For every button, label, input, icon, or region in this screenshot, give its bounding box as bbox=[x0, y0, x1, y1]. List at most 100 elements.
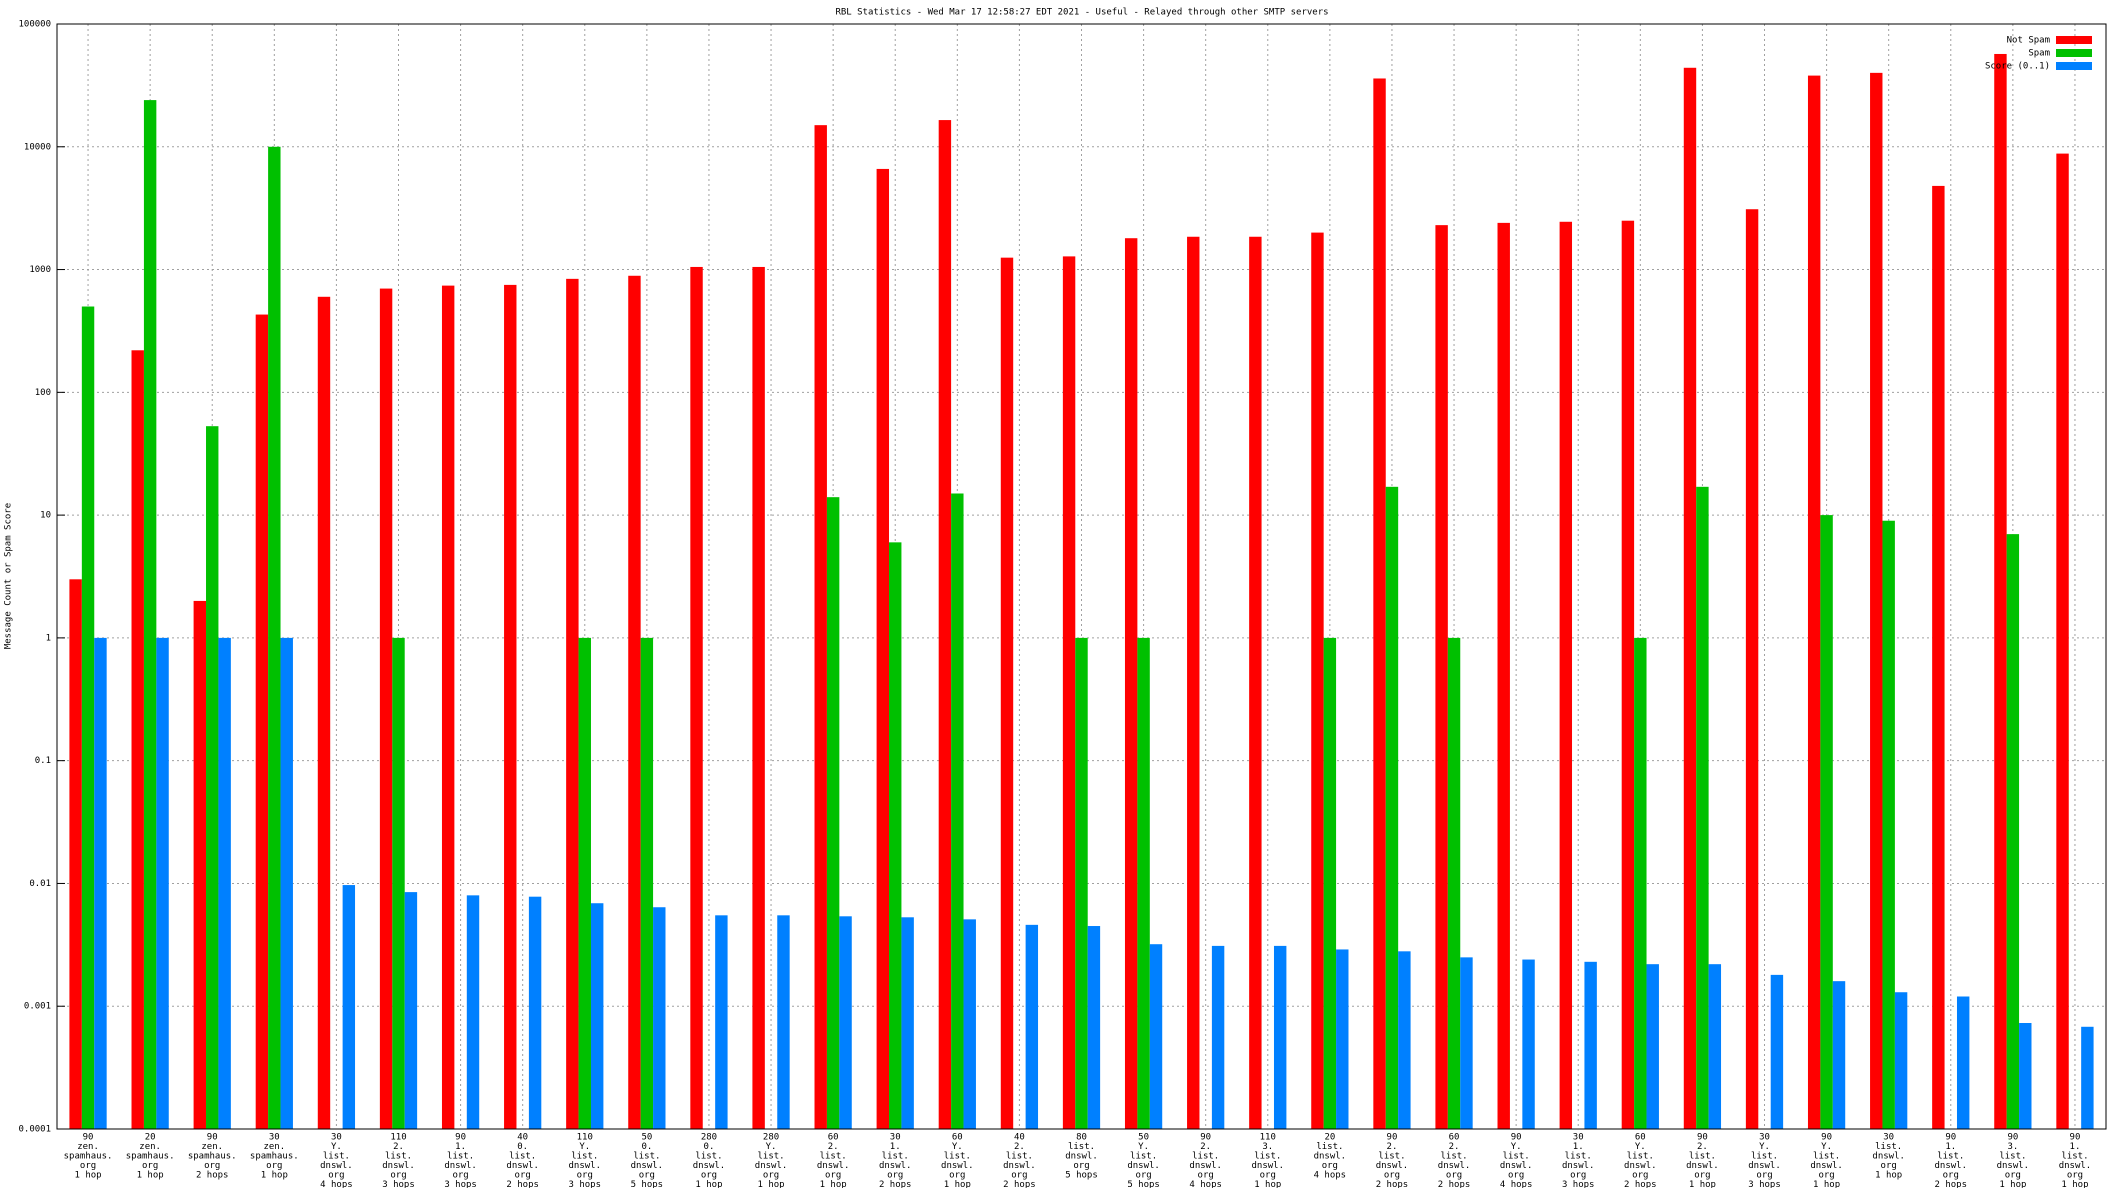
x-tick-label: 2. bbox=[1449, 1142, 1460, 1152]
x-tick-label: 2 hops bbox=[879, 1180, 912, 1188]
x-tick-label: org bbox=[390, 1171, 406, 1181]
x-tick-label: list. bbox=[1813, 1152, 1840, 1162]
bar bbox=[1187, 236, 1200, 1129]
x-tick-label: dnswl. bbox=[1376, 1161, 1409, 1171]
x-tick-label: 30 bbox=[331, 1133, 342, 1143]
x-tick-label: dnswl. bbox=[1189, 1161, 1222, 1171]
x-tick-label: Y. bbox=[766, 1142, 777, 1152]
bar bbox=[379, 288, 393, 1129]
bar bbox=[1770, 974, 1784, 1129]
x-tick-label: list. bbox=[1130, 1152, 1157, 1162]
x-tick-label: org bbox=[949, 1171, 965, 1181]
bar bbox=[1634, 637, 1647, 1129]
bar bbox=[715, 915, 728, 1129]
x-tick-label: 4 hops bbox=[320, 1180, 353, 1188]
bar bbox=[1683, 67, 1697, 1129]
y-tick-label: 1 bbox=[46, 633, 51, 643]
x-tick-label: org bbox=[1384, 1171, 1400, 1181]
bar bbox=[1373, 78, 1386, 1129]
bar bbox=[1398, 951, 1411, 1129]
bar bbox=[814, 125, 827, 1129]
x-tick-label: org bbox=[1135, 1171, 1151, 1181]
x-tick-label: list. bbox=[1751, 1152, 1778, 1162]
x-tick-label: 1 hop bbox=[695, 1180, 722, 1188]
x-tick-label: dnswl. bbox=[569, 1161, 602, 1171]
x-tick-label: 1 hop bbox=[74, 1171, 101, 1181]
x-tick-label: 0. bbox=[641, 1142, 652, 1152]
x-tick-label: org bbox=[1694, 1171, 1710, 1181]
x-tick-label: list. bbox=[1316, 1142, 1343, 1152]
x-tick-label: 1 hop bbox=[1813, 1180, 1840, 1188]
y-axis-label: Message Count or Spam Score bbox=[4, 503, 14, 649]
x-tick-label: org bbox=[266, 1161, 282, 1171]
x-tick-label: 2 hops bbox=[1438, 1180, 1471, 1188]
x-tick-label: list. bbox=[1999, 1152, 2026, 1162]
x-tick-label: 60 bbox=[828, 1133, 839, 1143]
bar bbox=[1708, 964, 1722, 1129]
x-tick-label: list. bbox=[1254, 1152, 1281, 1162]
bar bbox=[2081, 1026, 2094, 1129]
bar bbox=[1025, 924, 1039, 1129]
x-tick-label: dnswl. bbox=[1748, 1161, 1781, 1171]
y-tick-label: 0.0001 bbox=[18, 1125, 51, 1135]
bar bbox=[566, 278, 579, 1129]
bar bbox=[1249, 236, 1262, 1129]
x-tick-label: org bbox=[1073, 1161, 1089, 1171]
bar bbox=[1932, 185, 1945, 1129]
x-tick-label: 1 hop bbox=[1875, 1171, 1902, 1181]
x-tick-label: dnswl. bbox=[1624, 1161, 1657, 1171]
bar bbox=[1894, 992, 1908, 1129]
bar bbox=[1696, 486, 1709, 1129]
x-tick-label: dnswl. bbox=[1810, 1161, 1843, 1171]
x-tick-label: Y. bbox=[952, 1142, 963, 1152]
x-tick-label: Y. bbox=[1635, 1142, 1646, 1152]
x-tick-label: org bbox=[328, 1171, 344, 1181]
x-tick-label: dnswl. bbox=[1686, 1161, 1719, 1171]
x-tick-label: list. bbox=[944, 1152, 971, 1162]
x-tick-label: 1. bbox=[455, 1142, 466, 1152]
x-tick-label: spamhaus. bbox=[250, 1152, 299, 1162]
x-tick-label: Y. bbox=[1759, 1142, 1770, 1152]
bar bbox=[1000, 257, 1014, 1129]
bar bbox=[2056, 153, 2069, 1130]
bar bbox=[1435, 225, 1448, 1129]
x-tick-label: dnswl. bbox=[1065, 1152, 1098, 1162]
bar bbox=[1336, 949, 1349, 1129]
x-tick-label: 1 hop bbox=[1999, 1180, 2026, 1188]
x-tick-label: 280 bbox=[701, 1133, 717, 1143]
y-tick-label: 10000 bbox=[24, 142, 51, 152]
x-tick-label: 3 hops bbox=[1562, 1180, 1595, 1188]
x-tick-label: dnswl. bbox=[506, 1161, 539, 1171]
x-tick-label: 280 bbox=[763, 1133, 779, 1143]
x-tick-label: 90 bbox=[1945, 1133, 1956, 1143]
x-tick-label: list. bbox=[820, 1152, 847, 1162]
x-tick-label: 2. bbox=[1200, 1142, 1211, 1152]
x-tick-label: dnswl. bbox=[631, 1161, 664, 1171]
x-tick-label: org bbox=[887, 1171, 903, 1181]
bar bbox=[1460, 957, 1473, 1129]
bar bbox=[1994, 53, 2007, 1129]
bar bbox=[653, 907, 666, 1129]
x-tick-label: Y. bbox=[1821, 1142, 1832, 1152]
legend-swatch bbox=[2056, 36, 2092, 44]
x-tick-label: 90 bbox=[1200, 1133, 1211, 1143]
legend-label: Spam bbox=[2028, 49, 2050, 59]
x-tick-label: dnswl. bbox=[1314, 1152, 1347, 1162]
x-tick-label: 60 bbox=[952, 1133, 963, 1143]
x-tick-label: list. bbox=[1937, 1152, 1964, 1162]
bar bbox=[156, 637, 169, 1129]
bar bbox=[1087, 926, 1101, 1129]
x-tick-label: 30 bbox=[1883, 1133, 1894, 1143]
x-tick-label: 5 hops bbox=[1127, 1180, 1160, 1188]
x-tick-label: 1 hop bbox=[1689, 1180, 1716, 1188]
bar bbox=[876, 168, 890, 1129]
bar bbox=[1311, 232, 1324, 1129]
x-tick-label: 20 bbox=[1324, 1133, 1335, 1143]
x-tick-label: list. bbox=[571, 1152, 598, 1162]
bar bbox=[1584, 961, 1597, 1129]
x-tick-label: org bbox=[701, 1171, 717, 1181]
bar bbox=[528, 896, 542, 1129]
bar bbox=[590, 903, 604, 1129]
x-tick-label: 30 bbox=[269, 1133, 280, 1143]
x-tick-label: 30 bbox=[890, 1133, 901, 1143]
